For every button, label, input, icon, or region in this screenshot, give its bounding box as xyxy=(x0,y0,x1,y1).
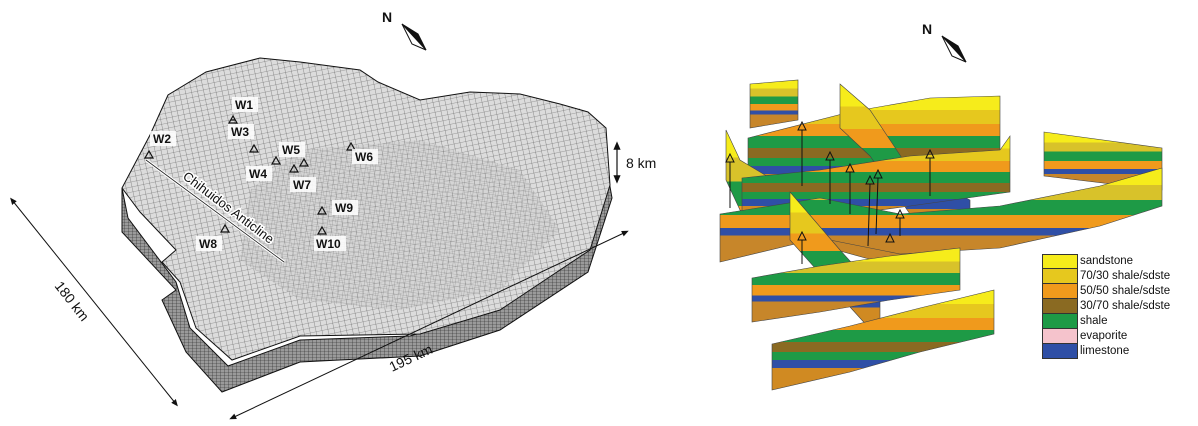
well-W4: W4 xyxy=(246,155,282,181)
well-W7: W7 xyxy=(288,163,316,192)
north-arrow-left: N xyxy=(382,9,427,51)
legend-swatch xyxy=(1042,344,1078,359)
legend-label: shale xyxy=(1080,315,1108,327)
well-label: W3 xyxy=(231,125,249,139)
well-marker xyxy=(345,141,357,151)
legend-label: 50/50 shale/sdste xyxy=(1080,285,1171,297)
well-label: W1 xyxy=(235,98,253,112)
well-W3: W3 xyxy=(228,124,260,153)
well-label: W5 xyxy=(282,143,300,157)
well-sticks xyxy=(725,120,935,264)
north-label: N xyxy=(382,9,392,25)
scale-arrow-width xyxy=(229,230,629,420)
cross-section-panel: N sandstone 70/30 shale/sdste 50/50 shal… xyxy=(700,0,1198,426)
legend-swatch xyxy=(1042,299,1078,314)
legend-swatch xyxy=(1042,314,1078,329)
north-arrow-right: N xyxy=(922,21,967,63)
well-label: W9 xyxy=(335,201,353,215)
well-label: W10 xyxy=(316,237,341,251)
legend-swatch xyxy=(1042,329,1078,344)
grid-model-panel: Chihuidos Anticline W1 W2 W3 W4 W5 xyxy=(10,9,656,420)
legend-label: 30/70 shale/sdste xyxy=(1080,300,1171,312)
well-label: W8 xyxy=(199,237,217,251)
legend-item: 50/50 shale/sdste xyxy=(1042,284,1192,299)
section-panel xyxy=(749,79,799,129)
legend-label: sandstone xyxy=(1080,255,1134,267)
scale-label-depth: 180 km xyxy=(52,278,93,324)
legend-item: shale xyxy=(1042,314,1192,329)
well-W5: W5 xyxy=(279,142,310,167)
well-marker xyxy=(316,205,328,215)
legend-swatch xyxy=(1042,269,1078,284)
well-marker xyxy=(227,114,239,124)
scale-arrow-depth xyxy=(10,197,178,407)
cross-section-figure: N xyxy=(719,21,1163,391)
legend-item: evaporite xyxy=(1042,329,1192,344)
legend-label: evaporite xyxy=(1080,330,1128,342)
legend-item: 30/70 shale/sdste xyxy=(1042,299,1192,314)
well-W1: W1 xyxy=(227,97,258,124)
well-marker xyxy=(270,155,282,165)
legend-label: limestone xyxy=(1080,345,1130,357)
well-W9: W9 xyxy=(316,200,358,215)
legend-item: limestone xyxy=(1042,344,1192,359)
legend-item: 70/30 shale/sdste xyxy=(1042,269,1192,284)
well-marker xyxy=(248,143,260,153)
well-marker xyxy=(219,223,231,233)
legend-label: 70/30 shale/sdste xyxy=(1080,270,1171,282)
legend-swatch xyxy=(1042,284,1078,299)
well-W8: W8 xyxy=(196,223,231,251)
well-marker xyxy=(298,157,310,167)
section-panel xyxy=(751,247,961,323)
well-W6: W6 xyxy=(345,141,378,164)
well-label: W6 xyxy=(355,150,373,164)
well-label: W7 xyxy=(293,178,311,192)
north-label: N xyxy=(922,21,932,37)
well-marker xyxy=(143,149,155,159)
legend-swatch xyxy=(1042,254,1078,269)
grid-model-figure: Chihuidos Anticline W1 W2 W3 W4 W5 xyxy=(10,9,656,420)
well-label: W2 xyxy=(153,132,171,146)
well-W2: W2 xyxy=(143,131,176,159)
scale-label-vertical: 8 km xyxy=(626,155,656,171)
well-marker xyxy=(288,163,300,173)
well-label: W4 xyxy=(249,167,267,181)
lithology-legend: sandstone 70/30 shale/sdste 50/50 shale/… xyxy=(1042,254,1192,359)
legend-item: sandstone xyxy=(1042,254,1192,269)
section-panel xyxy=(771,289,995,391)
